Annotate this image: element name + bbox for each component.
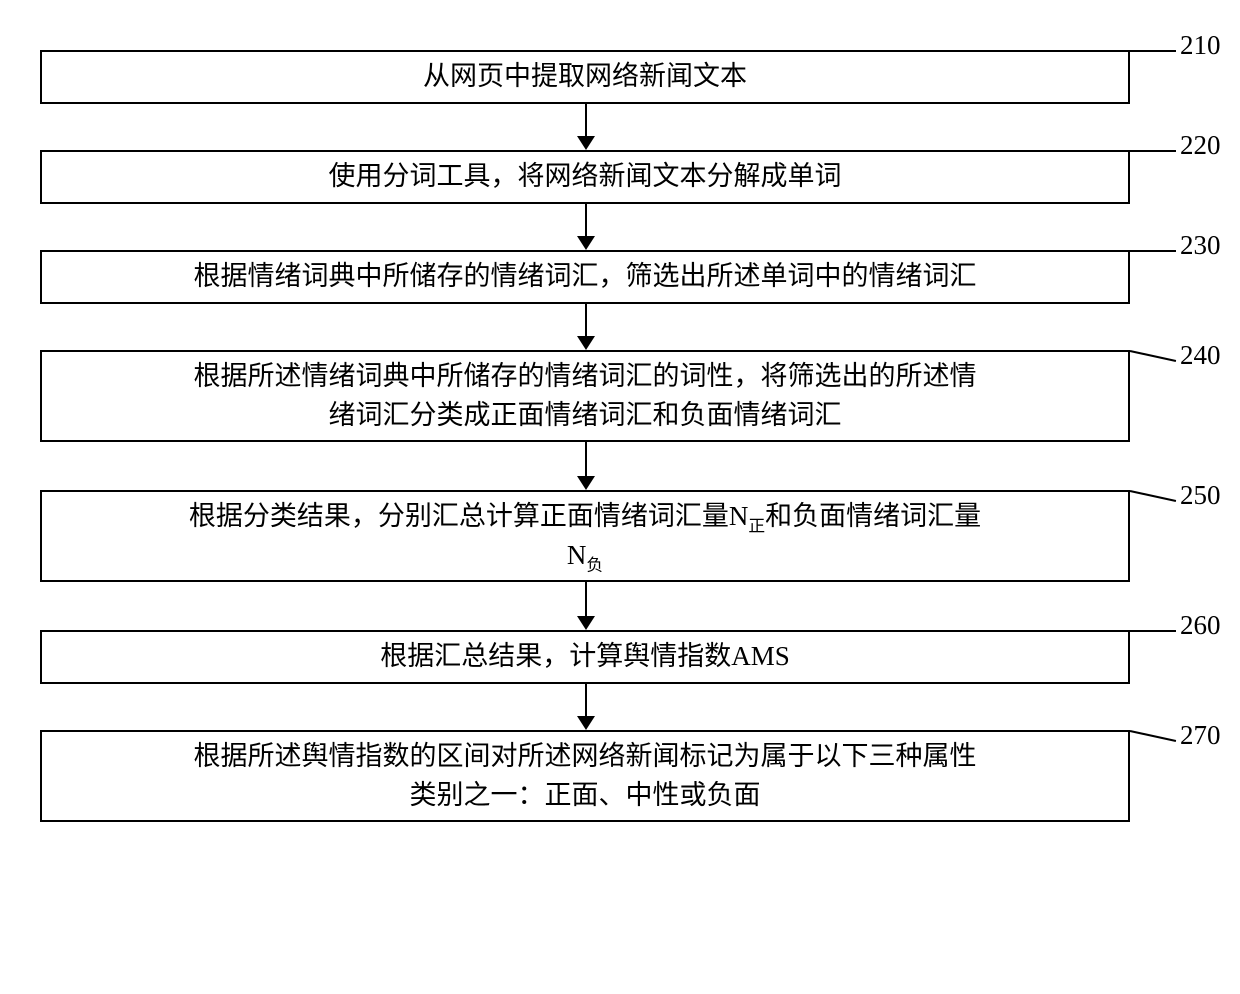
leader-line: [1130, 150, 1176, 152]
connector-line: [585, 204, 587, 236]
leader-line: [1130, 730, 1176, 742]
connector-line: [585, 104, 587, 136]
arrow-down-icon: [577, 136, 595, 150]
flow-step-text: 根据分类结果，分别汇总计算正面情绪词汇量N正和负面情绪词汇量N负: [189, 497, 981, 575]
flow-step-210: 从网页中提取网络新闻文本: [40, 50, 1130, 104]
connector-line: [585, 304, 587, 336]
step-ref-label: 250: [1180, 480, 1221, 511]
flow-step-text: 根据汇总结果，计算舆情指数AMS: [380, 637, 790, 676]
connector-line: [585, 442, 587, 476]
flowchart-container: 从网页中提取网络新闻文本 210 使用分词工具，将网络新闻文本分解成单词 220 根据情…: [0, 0, 1240, 994]
flow-step-text: 使用分词工具，将网络新闻文本分解成单词: [329, 157, 842, 196]
step-ref-label: 230: [1180, 230, 1221, 261]
flow-step-230: 根据情绪词典中所储存的情绪词汇，筛选出所述单词中的情绪词汇: [40, 250, 1130, 304]
step-ref-label: 210: [1180, 30, 1221, 61]
step-ref-label: 240: [1180, 340, 1221, 371]
connector-line: [585, 684, 587, 716]
arrow-down-icon: [577, 336, 595, 350]
step-ref-label: 270: [1180, 720, 1221, 751]
step-ref-label: 260: [1180, 610, 1221, 641]
flow-step-text: 根据所述情绪词典中所储存的情绪词汇的词性，将筛选出的所述情 绪词汇分类成正面情绪…: [194, 357, 977, 435]
flow-step-text: 根据情绪词典中所储存的情绪词汇，筛选出所述单词中的情绪词汇: [194, 257, 977, 296]
flow-step-270: 根据所述舆情指数的区间对所述网络新闻标记为属于以下三种属性 类别之一：正面、中性…: [40, 730, 1130, 822]
flow-step-260: 根据汇总结果，计算舆情指数AMS: [40, 630, 1130, 684]
leader-line: [1130, 490, 1176, 502]
leader-line: [1130, 50, 1176, 52]
leader-line: [1130, 630, 1176, 632]
arrow-down-icon: [577, 616, 595, 630]
step-ref-label: 220: [1180, 130, 1221, 161]
arrow-down-icon: [577, 716, 595, 730]
leader-line: [1130, 250, 1176, 252]
flow-step-220: 使用分词工具，将网络新闻文本分解成单词: [40, 150, 1130, 204]
arrow-down-icon: [577, 236, 595, 250]
arrow-down-icon: [577, 476, 595, 490]
leader-line: [1130, 350, 1176, 362]
flow-step-text: 从网页中提取网络新闻文本: [423, 57, 747, 96]
connector-line: [585, 582, 587, 616]
flow-step-text: 根据所述舆情指数的区间对所述网络新闻标记为属于以下三种属性 类别之一：正面、中性…: [194, 737, 977, 815]
flow-step-250: 根据分类结果，分别汇总计算正面情绪词汇量N正和负面情绪词汇量N负: [40, 490, 1130, 582]
flow-step-240: 根据所述情绪词典中所储存的情绪词汇的词性，将筛选出的所述情 绪词汇分类成正面情绪…: [40, 350, 1130, 442]
